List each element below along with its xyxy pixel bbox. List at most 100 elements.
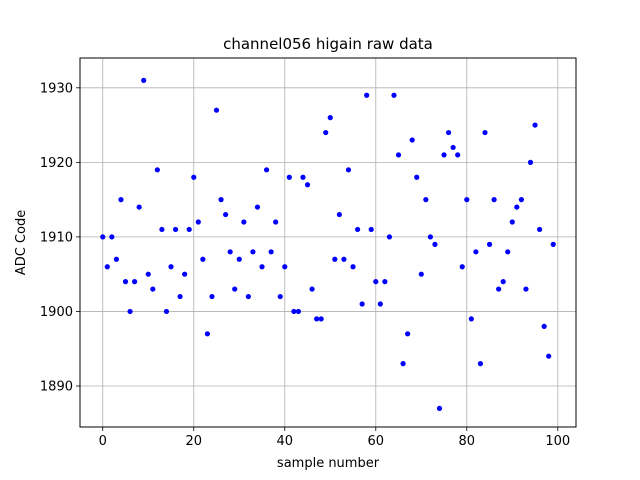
data-point <box>455 152 461 158</box>
data-point <box>464 197 470 203</box>
data-point <box>300 174 306 180</box>
data-point <box>122 279 129 285</box>
data-point <box>354 226 361 233</box>
data-point <box>286 174 292 180</box>
data-point <box>250 249 256 255</box>
data-point <box>182 271 188 277</box>
data-point <box>236 256 242 262</box>
data-point <box>546 353 552 359</box>
data-point <box>427 234 433 240</box>
data-point <box>350 264 356 270</box>
data-point <box>104 264 110 270</box>
data-point <box>400 361 406 367</box>
data-point <box>332 256 338 262</box>
data-point <box>318 316 324 322</box>
data-point <box>436 405 443 411</box>
data-point <box>277 293 283 300</box>
data-point <box>518 197 524 203</box>
data-point <box>113 256 120 262</box>
data-point <box>523 286 529 292</box>
data-point <box>154 167 160 173</box>
data-point <box>150 286 156 292</box>
data-point <box>541 323 547 329</box>
y-tick-label: 1910 <box>40 230 73 245</box>
data-point <box>418 271 424 277</box>
data-point <box>423 197 429 203</box>
chart-title: channel056 higain raw data <box>223 35 433 53</box>
data-point <box>532 122 538 128</box>
data-point <box>223 211 229 218</box>
data-point <box>209 293 215 300</box>
data-point <box>336 211 342 218</box>
data-point <box>204 331 211 337</box>
x-axis-label: sample number <box>277 456 380 471</box>
x-tick-label: 100 <box>545 434 570 449</box>
data-point <box>195 219 201 225</box>
data-point <box>136 204 142 210</box>
data-point <box>227 249 233 255</box>
data-point <box>509 219 515 225</box>
data-point <box>373 279 379 285</box>
y-tick-label: 1920 <box>40 156 73 171</box>
data-point <box>132 279 138 285</box>
data-point <box>145 271 151 277</box>
grid <box>80 58 576 427</box>
data-point <box>141 77 147 83</box>
data-point <box>482 129 488 136</box>
plot-frame <box>79 57 577 428</box>
data-point <box>263 167 270 173</box>
x-tick-label: 20 <box>185 434 202 449</box>
data-point <box>273 219 279 225</box>
data-point <box>323 129 329 136</box>
y-tick-label: 1890 <box>40 380 73 395</box>
data-point <box>391 92 397 98</box>
data-point <box>500 279 506 285</box>
data-point <box>395 152 402 158</box>
data-point <box>191 174 197 180</box>
x-axis: 0 20 40 60 80 100 <box>99 427 570 449</box>
data-point <box>414 174 420 180</box>
data-point <box>172 226 179 233</box>
data-point <box>364 92 370 98</box>
data-point <box>382 279 388 285</box>
data-point <box>514 204 520 210</box>
data-point <box>168 264 174 270</box>
y-tick-label: 1930 <box>40 81 73 96</box>
data-point <box>241 219 247 225</box>
data-point <box>232 286 238 292</box>
data-point <box>291 308 297 315</box>
data-point <box>359 301 365 307</box>
data-point <box>163 308 170 315</box>
data-point <box>254 204 261 210</box>
data-point <box>200 256 206 262</box>
y-tick-label: 1900 <box>40 305 73 320</box>
data-point <box>259 264 265 270</box>
data-point <box>496 286 502 292</box>
data-point <box>441 152 447 158</box>
data-point <box>450 144 456 151</box>
data-point <box>159 226 165 233</box>
data-point <box>505 249 511 255</box>
data-point <box>118 197 124 203</box>
data-point <box>109 234 115 240</box>
data-point <box>550 241 556 247</box>
data-point <box>213 107 220 113</box>
data-point <box>459 264 465 270</box>
data-point <box>309 286 315 292</box>
data-point <box>368 226 374 233</box>
data-point <box>345 167 352 173</box>
data-point <box>218 197 224 203</box>
data-point <box>268 249 274 255</box>
data-point <box>491 197 497 203</box>
data-point <box>100 234 106 240</box>
data-point <box>432 241 438 247</box>
data-point <box>177 293 183 300</box>
data-point <box>486 241 493 247</box>
data-point <box>386 234 393 240</box>
data-point <box>445 129 452 136</box>
data-point <box>186 226 192 233</box>
data-point <box>282 264 288 270</box>
data-point <box>295 308 302 315</box>
y-axis-label: ADC Code <box>14 210 29 275</box>
